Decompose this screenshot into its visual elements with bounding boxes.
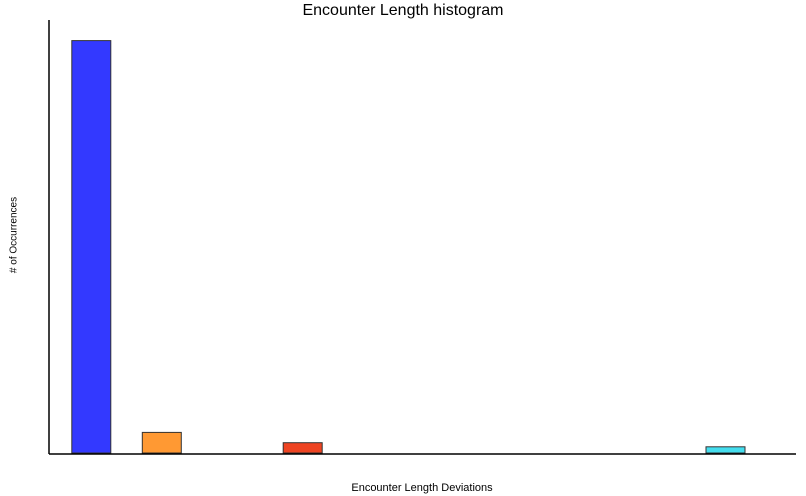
bar-3: [282, 442, 323, 454]
bar-2: [141, 431, 182, 454]
x-axis-label: Encounter Length Deviations: [351, 482, 493, 494]
bars-group: [71, 40, 746, 454]
bar-1: [71, 40, 112, 454]
chart-title: Encounter Length histogram: [302, 2, 504, 19]
bar-4: [705, 446, 746, 454]
